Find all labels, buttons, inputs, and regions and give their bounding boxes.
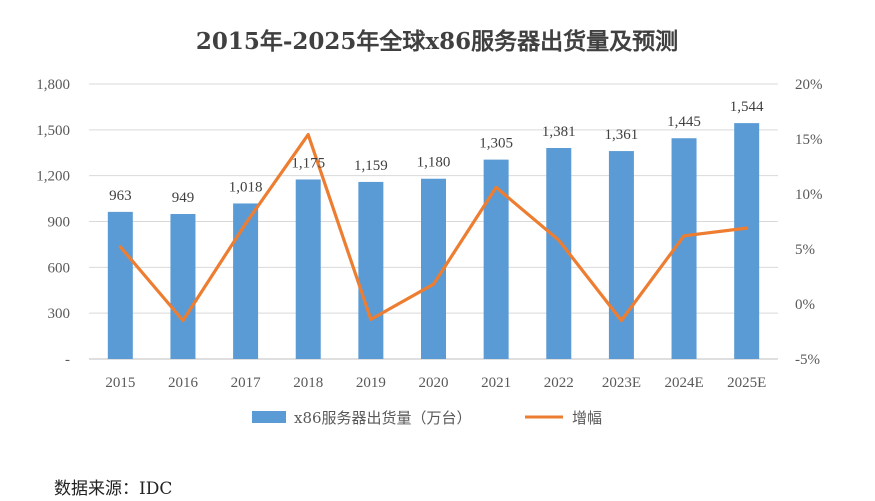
bar-value-label: 1,018 bbox=[229, 179, 263, 195]
legend: x86服务器出货量（万台） 增幅 bbox=[252, 409, 602, 427]
bar-value-label: 1,381 bbox=[542, 124, 576, 140]
x-tick-label: 2020 bbox=[419, 375, 449, 391]
growth-point bbox=[244, 222, 247, 225]
legend-swatch-bar bbox=[252, 411, 286, 423]
x-tick-label: 2019 bbox=[356, 375, 386, 391]
x-tick-label: 2023E bbox=[602, 375, 641, 391]
bar bbox=[734, 123, 760, 359]
bar bbox=[608, 151, 634, 359]
growth-point bbox=[369, 318, 373, 321]
data-labels: 963 949 1,018 1,175 1,159 1,180 1,305 1,381 1,36… bbox=[109, 99, 764, 206]
y-axis-left: - 300 600 900 1,200 1,500 1,800 bbox=[36, 77, 70, 368]
bar bbox=[295, 179, 321, 359]
bar bbox=[107, 211, 133, 359]
x-tick-label: 2018 bbox=[293, 375, 323, 391]
bar-value-label: 1,445 bbox=[667, 114, 701, 130]
bar-value-label: 963 bbox=[109, 188, 132, 204]
y-left-tick-label: 300 bbox=[48, 306, 71, 322]
bar-value-label: 1,159 bbox=[354, 158, 388, 174]
y-right-tick-label: 10% bbox=[795, 187, 823, 203]
y-left-tick-label: 600 bbox=[48, 260, 71, 276]
chart-title: 2015年-2025年全球x86服务器出货量及预测 bbox=[196, 28, 678, 55]
line-series bbox=[118, 133, 749, 323]
y-right-tick-label: 20% bbox=[795, 77, 823, 93]
y-left-tick-label: 1,500 bbox=[36, 123, 70, 139]
x-tick-label: 2024E bbox=[664, 375, 703, 391]
bar bbox=[546, 148, 572, 359]
bar-value-label: 1,361 bbox=[605, 127, 639, 143]
growth-point bbox=[432, 283, 435, 286]
source-note: 数据来源：IDC bbox=[54, 479, 173, 499]
x-tick-label: 2022 bbox=[544, 375, 574, 391]
y-right-tick-label: 5% bbox=[795, 242, 815, 258]
y-right-tick-label: 15% bbox=[795, 132, 823, 148]
bar-value-label: 1,180 bbox=[417, 155, 451, 171]
bar bbox=[233, 203, 259, 359]
legend-label-line: 增幅 bbox=[572, 409, 602, 427]
growth-point bbox=[307, 133, 310, 136]
growth-point bbox=[745, 226, 748, 230]
x-tick-label: 2016 bbox=[168, 375, 199, 391]
growth-point bbox=[620, 319, 623, 322]
x-tick-label: 2017 bbox=[231, 375, 262, 391]
x-axis: 2015 2016 2017 2018 2019 2020 2021 2022 2023E 202… bbox=[105, 375, 766, 391]
bar-value-label: 1,305 bbox=[479, 136, 513, 152]
x-tick-label: 2021 bbox=[481, 375, 511, 391]
y-left-tick-label: - bbox=[65, 352, 70, 368]
bar-value-label: 1,544 bbox=[730, 99, 764, 115]
growth-point bbox=[119, 245, 122, 248]
growth-point bbox=[494, 186, 498, 189]
bar-value-label: 949 bbox=[172, 190, 195, 206]
bar bbox=[170, 214, 196, 359]
y-left-tick-label: 1,800 bbox=[36, 77, 70, 93]
growth-point bbox=[181, 319, 185, 322]
y-left-tick-label: 1,200 bbox=[36, 169, 70, 185]
growth-point bbox=[682, 234, 686, 237]
growth-point bbox=[557, 239, 560, 242]
y-left-tick-label: 900 bbox=[48, 215, 71, 231]
legend-label-bar: x86服务器出货量（万台） bbox=[294, 409, 472, 427]
y-right-tick-label: 0% bbox=[795, 297, 815, 313]
bar bbox=[358, 181, 384, 359]
bar-value-label: 1,175 bbox=[291, 155, 325, 171]
x-tick-label: 2025E bbox=[727, 375, 766, 391]
x-tick-label: 2015 bbox=[105, 375, 135, 391]
y-axis-right: -5% 0% 5% 10% 15% 20% bbox=[795, 77, 823, 368]
y-right-tick-label: -5% bbox=[795, 352, 820, 368]
